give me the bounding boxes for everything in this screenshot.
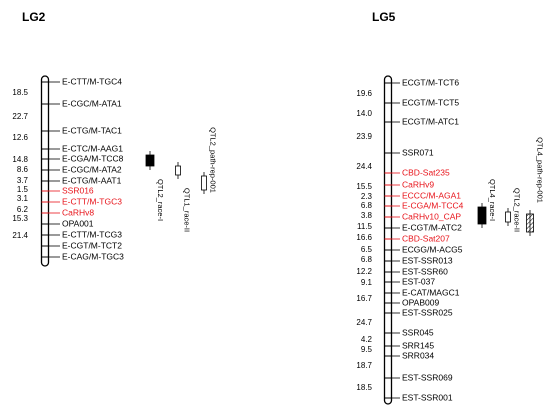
distance-label: 12.6 bbox=[12, 133, 28, 142]
chromosome bbox=[40, 75, 50, 267]
qtl-box bbox=[175, 165, 181, 176]
marker-label: ECCC/M-AGA1 bbox=[402, 190, 461, 200]
distance-label: 14.0 bbox=[356, 109, 372, 118]
distance-label: 3.8 bbox=[361, 211, 373, 220]
qtl-box bbox=[477, 206, 487, 225]
distance-label: 23.9 bbox=[356, 132, 372, 141]
marker-label: E-CGA/M-TCC4 bbox=[402, 200, 464, 210]
marker-label: E-CTT/M-TCG3 bbox=[62, 229, 122, 239]
distance-label: 18.5 bbox=[12, 88, 28, 97]
distance-label: 3.7 bbox=[17, 176, 29, 185]
distance-label: 9.5 bbox=[361, 345, 373, 354]
distance-label: 21.4 bbox=[12, 231, 28, 240]
marker-label: SSR071 bbox=[402, 147, 434, 157]
distance-label: 6.5 bbox=[361, 245, 373, 254]
distance-label: 22.7 bbox=[12, 112, 28, 121]
distance-label: 9.1 bbox=[361, 278, 373, 287]
chromosome bbox=[383, 75, 393, 405]
marker-label: SRR145 bbox=[402, 340, 434, 350]
distance-label: 12.2 bbox=[356, 267, 372, 276]
marker-label: E-CAT/MAGC1 bbox=[402, 287, 460, 297]
qtl-box bbox=[505, 211, 511, 223]
marker-label: CaRHv10_CAP bbox=[402, 211, 461, 221]
marker-label: E-CTG/M-TAC1 bbox=[62, 125, 122, 135]
distance-label: 18.7 bbox=[356, 361, 372, 370]
distance-label: 4.2 bbox=[361, 335, 373, 344]
marker-label: EST-SSR60 bbox=[402, 266, 448, 276]
marker-label: CBD-Sat235 bbox=[402, 167, 450, 177]
qtl-box bbox=[526, 213, 534, 233]
distance-label: 11.5 bbox=[357, 222, 373, 231]
marker-label: EST-SSR001 bbox=[402, 392, 453, 402]
distance-label: 6.2 bbox=[17, 205, 29, 214]
marker-label: SRR034 bbox=[402, 350, 434, 360]
marker-label: E-CGC/M-ATA1 bbox=[62, 98, 122, 108]
marker-label: ECGT/M-TCT5 bbox=[402, 97, 459, 107]
marker-label: CBD-Sat207 bbox=[402, 233, 450, 243]
distance-label: 6.8 bbox=[361, 255, 373, 264]
group-title: LG5 bbox=[372, 10, 396, 24]
marker-label: ECGT/M-ATC1 bbox=[402, 116, 459, 126]
marker-label: SSR016 bbox=[62, 185, 94, 195]
distance-label: 8.6 bbox=[17, 165, 29, 174]
distance-label: 16.7 bbox=[356, 294, 372, 303]
qtl-box bbox=[145, 154, 155, 167]
distance-label: 16.6 bbox=[356, 233, 372, 242]
marker-label: E-CGA/M-TCC8 bbox=[62, 153, 124, 163]
distance-label: 2.3 bbox=[361, 192, 373, 201]
marker-label: ECGT/M-TCT6 bbox=[402, 77, 459, 87]
marker-label: OPA001 bbox=[62, 218, 94, 228]
marker-label: EST-SSR013 bbox=[402, 255, 453, 265]
qtl-label: QTL2_race-II bbox=[513, 188, 522, 232]
group-title: LG2 bbox=[22, 10, 46, 24]
marker-label: E-CTT/M-TGC3 bbox=[62, 196, 122, 206]
distance-label: 19.6 bbox=[356, 89, 372, 98]
qtl-label: QTL2_race-I bbox=[156, 179, 165, 221]
qtl-label: QTL2_path-rep-001 bbox=[209, 127, 218, 193]
marker-label: E-CTC/M-AAG1 bbox=[62, 143, 123, 153]
distance-label: 18.5 bbox=[356, 383, 372, 392]
qtl-label: QTL4_path-rep-001 bbox=[536, 137, 545, 203]
marker-label: EST-SSR069 bbox=[402, 372, 453, 382]
marker-label: E-CGC/M-ATA2 bbox=[62, 164, 122, 174]
distance-label: 24.7 bbox=[356, 318, 372, 327]
marker-label: EST-SSR025 bbox=[402, 307, 453, 317]
marker-label: E-CAG/M-TGC3 bbox=[62, 251, 124, 261]
distance-label: 1.5 bbox=[17, 185, 29, 194]
marker-label: E-CTT/M-TGC4 bbox=[62, 76, 122, 86]
marker-label: CaRHv8 bbox=[62, 207, 94, 217]
distance-label: 15.5 bbox=[356, 182, 372, 191]
marker-label: E-CGT/M-TCT2 bbox=[62, 240, 122, 250]
marker-label: OPAB009 bbox=[402, 297, 439, 307]
distance-label: 14.8 bbox=[12, 155, 28, 164]
marker-label: EST-037 bbox=[402, 276, 435, 286]
qtl-label: QTL1_race-II bbox=[183, 188, 192, 232]
qtl-label: QTL4_race-I bbox=[488, 179, 497, 221]
marker-label: CaRHv9 bbox=[402, 179, 434, 189]
qtl-box bbox=[201, 175, 207, 191]
marker-label: SSR045 bbox=[402, 327, 434, 337]
distance-label: 3.1 bbox=[17, 194, 29, 203]
marker-label: E-CTG/M-AAT1 bbox=[62, 175, 122, 185]
distance-label: 6.8 bbox=[361, 201, 373, 210]
distance-label: 15.3 bbox=[12, 214, 28, 223]
marker-label: ECGG/M-ACG5 bbox=[402, 244, 463, 254]
marker-label: E-CGT/M-ATC2 bbox=[402, 222, 462, 232]
distance-label: 24.4 bbox=[356, 162, 372, 171]
